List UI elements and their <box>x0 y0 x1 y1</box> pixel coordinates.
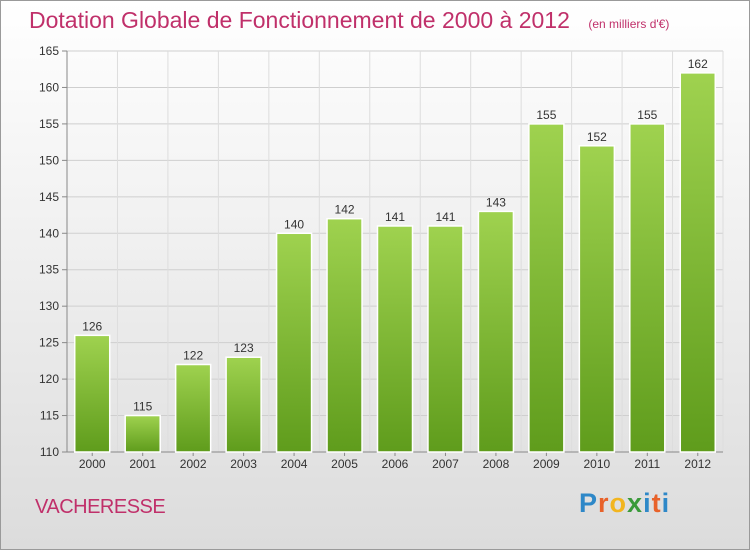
proxiti-logo[interactable]: Proxiti <box>579 488 670 519</box>
data-label: 141 <box>385 210 405 224</box>
x-tick-label: 2003 <box>230 457 257 471</box>
bar <box>73 334 111 453</box>
bar <box>174 363 212 453</box>
bars <box>73 72 717 453</box>
data-label: 162 <box>688 57 708 71</box>
y-tick-label: 145 <box>39 190 59 204</box>
bar <box>275 232 313 453</box>
logo-letter: i <box>661 488 671 518</box>
x-tick-label: 2006 <box>382 457 409 471</box>
chart-title: Dotation Globale de Fonctionnement de 20… <box>29 7 570 33</box>
y-tick-label: 150 <box>39 153 59 167</box>
x-tick-label: 2011 <box>634 457 660 471</box>
chart-unit: (en milliers d'€) <box>588 17 670 31</box>
bar <box>427 225 464 453</box>
data-label: 141 <box>435 210 455 224</box>
data-label: 142 <box>335 203 355 217</box>
bar <box>326 217 363 453</box>
data-label: 126 <box>82 319 102 333</box>
bar <box>528 123 565 453</box>
data-label: 152 <box>587 130 607 144</box>
x-tick-label: 2008 <box>483 457 510 471</box>
title-row: Dotation Globale de Fonctionnement de 20… <box>29 7 669 34</box>
y-tick-label: 110 <box>40 445 59 459</box>
data-label: 123 <box>234 341 254 355</box>
x-tick-label: 2000 <box>79 457 106 471</box>
logo-letter: i <box>643 488 652 518</box>
logo-letter: r <box>598 488 610 518</box>
y-tick-label: 125 <box>39 336 59 350</box>
bar <box>578 145 616 453</box>
y-tick-label: 115 <box>40 409 59 423</box>
x-tick-label: 2010 <box>583 457 610 471</box>
bar <box>124 414 161 453</box>
data-label: 143 <box>486 195 506 209</box>
bar <box>477 210 515 453</box>
x-tick-label: 2012 <box>684 457 711 471</box>
x-tick-label: 2001 <box>129 457 156 471</box>
x-tick-label: 2004 <box>281 457 308 471</box>
logo-letter: t <box>651 488 662 518</box>
y-tick-label: 130 <box>39 299 59 313</box>
bar <box>225 356 262 453</box>
bar <box>629 123 666 453</box>
bar <box>679 72 717 453</box>
data-labels: 126 115 122 123 140 142 141 141 143 155 152 155 162 <box>82 57 708 414</box>
logo-letter: o <box>609 488 628 518</box>
y-tick-label: 160 <box>39 80 59 94</box>
logo-letter: P <box>579 488 599 518</box>
y-tick-label: 120 <box>39 372 59 386</box>
y-tick-label: 140 <box>39 226 59 240</box>
x-tick-label: 2009 <box>533 457 560 471</box>
data-label: 115 <box>133 400 152 414</box>
commune-name: VACHERESSE <box>35 496 166 518</box>
y-tick-label: 165 <box>39 44 59 58</box>
data-label: 122 <box>183 349 203 363</box>
y-tick-label: 135 <box>39 263 59 277</box>
data-label: 155 <box>637 108 657 122</box>
bar <box>376 225 414 453</box>
data-label: 140 <box>284 217 304 231</box>
x-tick-label: 2002 <box>180 457 207 471</box>
y-tick-label: 155 <box>39 117 59 131</box>
data-label: 155 <box>536 108 556 122</box>
x-tick-label: 2005 <box>331 457 358 471</box>
logo-letter: x <box>627 488 644 518</box>
x-tick-label: 2007 <box>432 457 459 471</box>
